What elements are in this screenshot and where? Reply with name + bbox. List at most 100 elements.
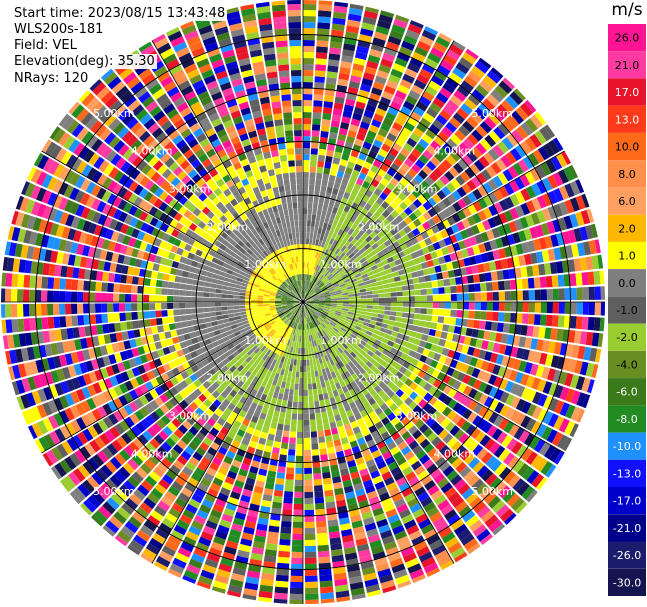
velocity-bin xyxy=(82,373,92,386)
velocity-bin xyxy=(327,314,334,319)
velocity-bin xyxy=(428,385,438,396)
velocity-bin xyxy=(458,240,467,250)
velocity-bin xyxy=(71,377,81,390)
velocity-bin xyxy=(126,369,135,380)
velocity-bin xyxy=(525,185,537,199)
velocity-bin xyxy=(20,394,31,409)
velocity-bin xyxy=(306,335,310,342)
velocity-bin xyxy=(244,520,256,529)
velocity-bin xyxy=(85,195,96,208)
velocity-bin xyxy=(371,119,382,128)
velocity-bin xyxy=(397,441,408,451)
velocity-bin xyxy=(534,111,546,126)
velocity-bin xyxy=(478,349,487,360)
velocity-bin xyxy=(162,363,172,372)
velocity-bin xyxy=(367,170,377,179)
velocity-bin xyxy=(305,293,310,299)
velocity-bin xyxy=(311,322,315,329)
velocity-bin xyxy=(593,270,601,285)
velocity-bin xyxy=(303,306,304,312)
velocity-bin xyxy=(165,259,174,267)
velocity-bin xyxy=(327,205,334,213)
velocity-bin xyxy=(382,376,391,385)
velocity-bin xyxy=(130,425,142,437)
velocity-bin xyxy=(272,323,278,329)
velocity-bin xyxy=(303,81,313,89)
velocity-bin xyxy=(315,319,320,326)
velocity-bin xyxy=(254,281,261,286)
velocity-bin xyxy=(281,297,288,300)
velocity-bin xyxy=(197,384,207,393)
velocity-bin xyxy=(203,307,210,313)
velocity-bin xyxy=(444,509,457,521)
velocity-bin xyxy=(303,52,315,59)
velocity-bin xyxy=(245,386,253,394)
velocity-bin xyxy=(23,362,33,376)
velocity-bin xyxy=(347,288,354,293)
velocity-bin xyxy=(151,326,159,334)
velocity-bin xyxy=(257,297,264,300)
velocity-bin xyxy=(145,475,157,487)
velocity-bin xyxy=(369,320,377,325)
velocity-bin xyxy=(290,377,296,384)
velocity-bin xyxy=(47,277,55,289)
velocity-bin xyxy=(362,276,370,282)
velocity-bin xyxy=(44,249,53,262)
velocity-bin xyxy=(209,360,218,368)
velocity-bin xyxy=(440,482,453,494)
velocity-bin xyxy=(299,305,302,312)
velocity-bin xyxy=(575,272,583,286)
velocity-bin xyxy=(99,433,111,446)
velocity-bin xyxy=(310,419,316,426)
velocity-bin xyxy=(251,291,258,295)
velocity-bin xyxy=(357,254,365,261)
velocity-bin xyxy=(75,402,86,416)
velocity-bin xyxy=(390,219,399,228)
velocity-bin xyxy=(351,358,358,366)
velocity-bin xyxy=(282,503,293,510)
velocity-bin xyxy=(312,295,318,299)
velocity-bin xyxy=(588,302,595,316)
velocity-bin xyxy=(178,492,190,503)
velocity-bin xyxy=(533,314,541,326)
velocity-bin xyxy=(281,298,288,301)
velocity-bin xyxy=(185,339,193,347)
velocity-bin xyxy=(311,306,318,310)
velocity-bin xyxy=(263,375,270,383)
velocity-bin xyxy=(462,195,472,206)
velocity-bin xyxy=(461,276,468,285)
velocity-bin xyxy=(214,408,224,417)
velocity-bin xyxy=(376,486,388,496)
velocity-bin xyxy=(148,253,157,263)
velocity-bin xyxy=(233,305,240,310)
velocity-bin xyxy=(223,277,231,283)
velocity-bin xyxy=(140,373,150,383)
velocity-bin xyxy=(75,388,86,402)
velocity-bin xyxy=(407,116,419,127)
velocity-bin xyxy=(434,494,447,506)
velocity-bin xyxy=(225,273,232,279)
velocity-bin xyxy=(303,305,306,312)
velocity-bin xyxy=(289,321,293,327)
velocity-bin xyxy=(286,467,295,474)
velocity-bin xyxy=(370,372,378,381)
velocity-bin xyxy=(399,46,413,57)
velocity-bin xyxy=(390,311,397,316)
velocity-bin xyxy=(313,232,318,240)
velocity-bin xyxy=(418,551,433,563)
velocity-bin xyxy=(215,288,222,294)
velocity-bin xyxy=(515,125,529,140)
velocity-bin xyxy=(223,546,237,556)
velocity-bin xyxy=(372,201,381,210)
velocity-bin xyxy=(124,416,135,428)
velocity-bin xyxy=(256,332,263,339)
velocity-bin xyxy=(54,264,62,277)
velocity-bin xyxy=(441,246,450,256)
velocity-bin xyxy=(222,481,233,491)
velocity-bin xyxy=(458,125,471,137)
velocity-bin xyxy=(456,221,466,231)
velocity-bin xyxy=(280,368,285,376)
velocity-bin xyxy=(189,401,199,411)
velocity-bin xyxy=(320,215,326,223)
velocity-bin xyxy=(41,290,48,302)
